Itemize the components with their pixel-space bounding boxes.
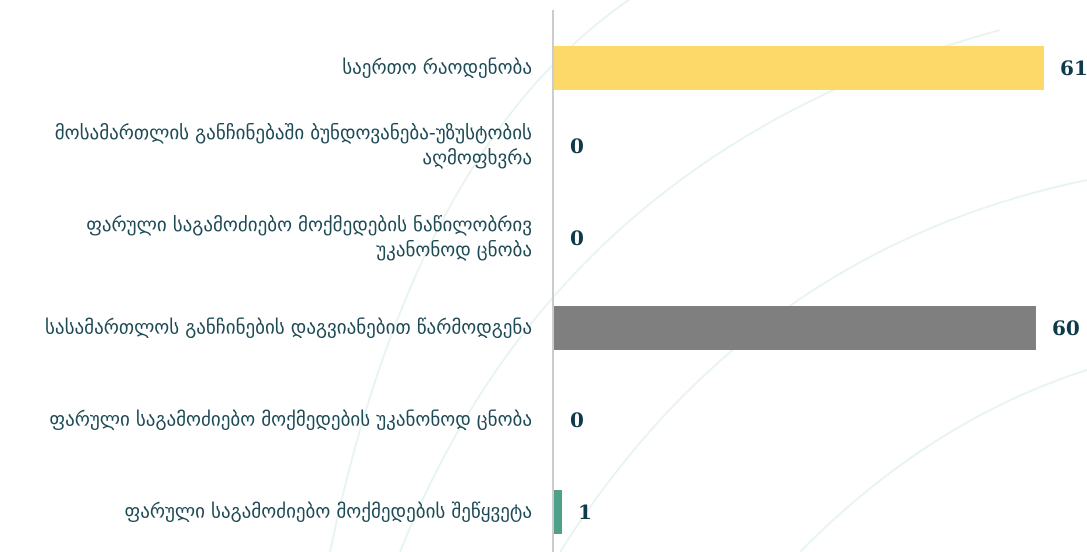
category-label-5: ფარული საგამოძიებო მოქმედების შეწყვეტა (124, 500, 532, 523)
value-label-4: 0 (570, 408, 584, 432)
value-label-1: 0 (570, 134, 584, 158)
category-label-2: ფარული საგამოძიებო მოქმედების ნაწილობრივ… (86, 214, 532, 261)
category-label-1: მოსამართლის განჩინებაში ბუნდოვანება-უზუს… (54, 122, 532, 169)
category-label-4: ფარული საგამოძიებო მოქმედების უკანონოდ ც… (49, 408, 532, 431)
bar-3 (554, 306, 1036, 350)
value-label-0: 61 (1060, 56, 1087, 80)
value-label-5: 1 (578, 500, 592, 524)
category-label-0: საერთო რაოდენობა (342, 56, 532, 79)
value-label-3: 60 (1051, 316, 1080, 340)
bar-0 (554, 46, 1044, 90)
value-label-2: 0 (570, 226, 584, 250)
bar-5 (554, 490, 563, 534)
category-label-3: სასამართლოს განჩინების დაგვიანებით წარმო… (45, 316, 532, 339)
